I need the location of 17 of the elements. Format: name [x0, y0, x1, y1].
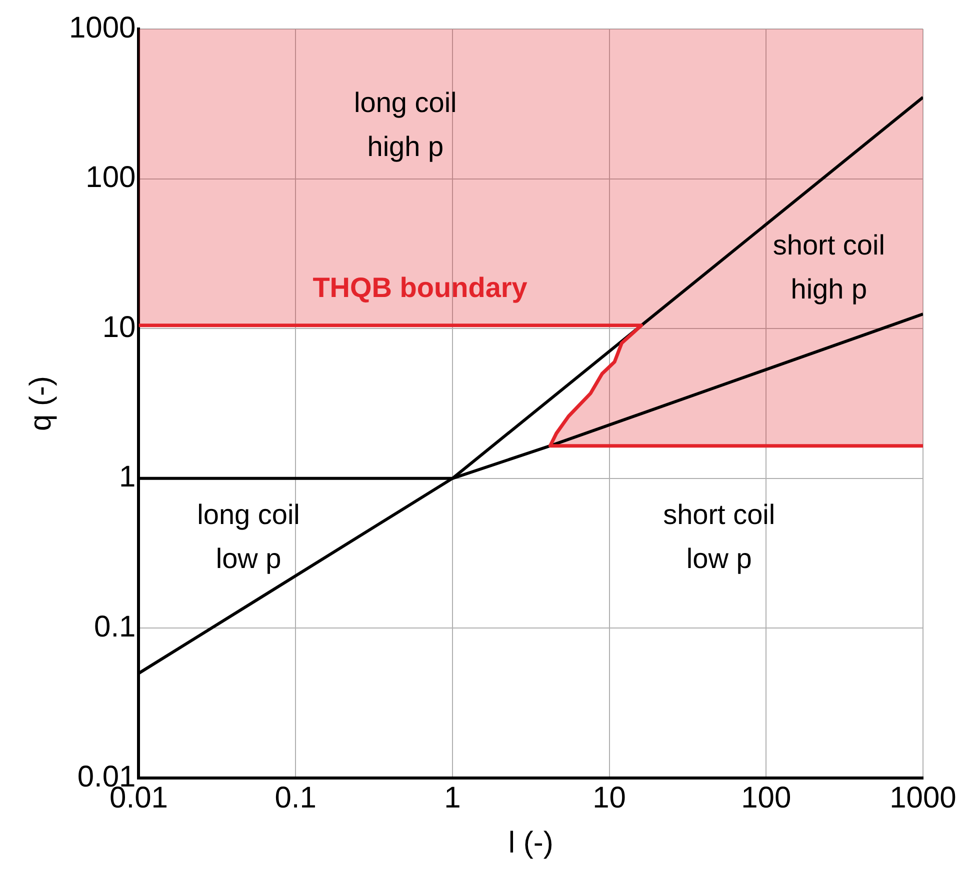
y-tick-label: 10	[102, 310, 136, 344]
annotation: long coil high p	[354, 87, 457, 162]
x-tick-label: 1	[444, 781, 461, 814]
annotation: long coil low p	[197, 499, 300, 574]
x-tick-label: 0.1	[274, 781, 316, 814]
y-tick-label: 0.1	[94, 610, 136, 644]
x-axis-title: l (-)	[508, 826, 554, 860]
series-label: THQB boundary	[312, 272, 528, 304]
annotation: short coil low p	[663, 499, 776, 574]
x-tick-label: 10	[592, 781, 626, 814]
y-axis-title: q (-)	[24, 376, 58, 431]
x-tick-label: 1000	[890, 781, 956, 814]
annotation: short coil high p	[772, 229, 885, 304]
y-tick-label: 1	[119, 460, 136, 494]
x-tick-label: 100	[741, 781, 792, 814]
y-tick-label: 1000	[68, 11, 136, 44]
y-tick-label: 100	[86, 161, 136, 194]
